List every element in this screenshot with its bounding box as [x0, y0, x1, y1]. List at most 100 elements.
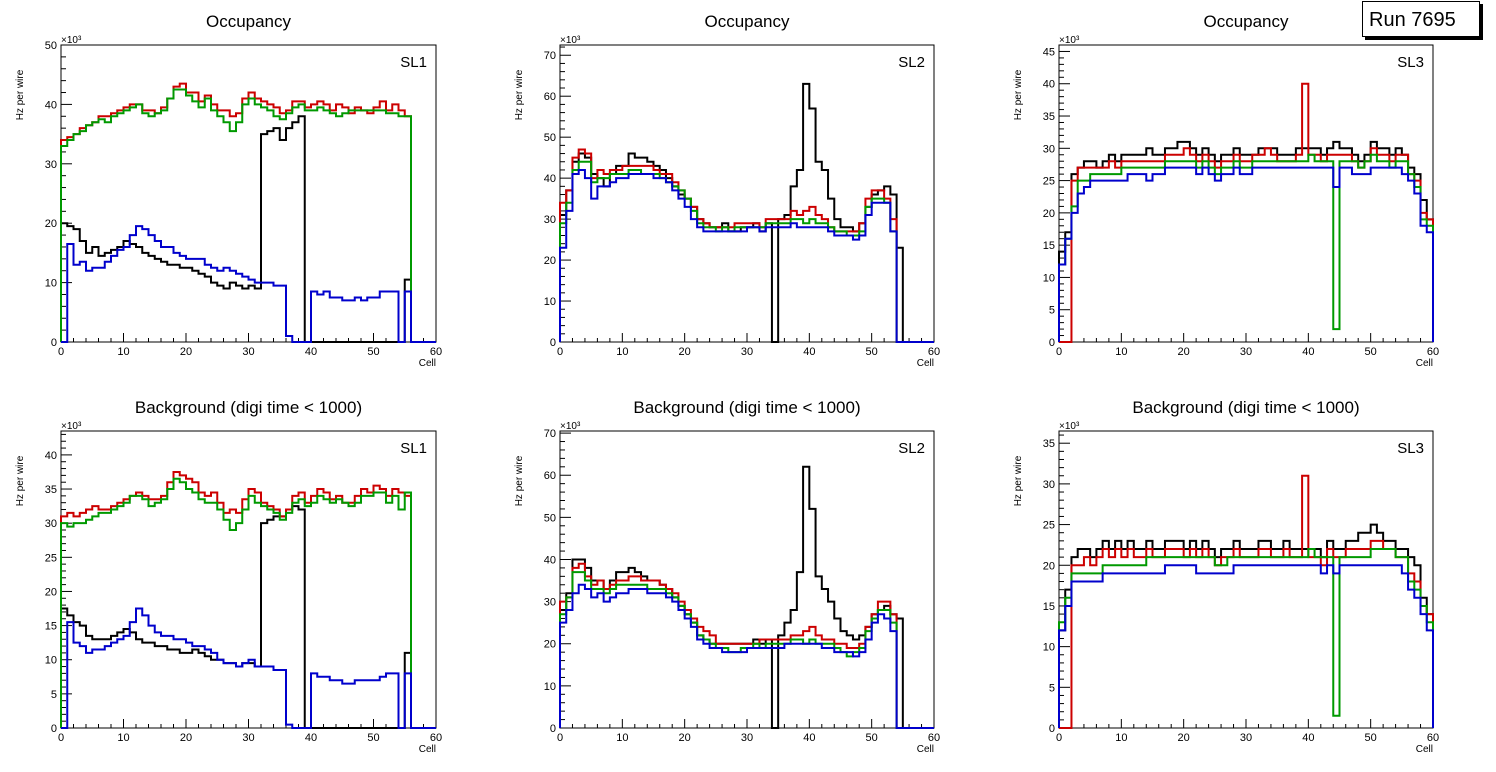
y-tick-label: 0	[51, 337, 57, 349]
y-tick-label: 25	[45, 552, 57, 564]
plot-frame	[1058, 44, 1434, 343]
histogram-series-red	[60, 82, 436, 343]
x-tick-label: 20	[180, 346, 192, 358]
x-tick-label: 40	[803, 346, 815, 358]
histogram-series-red	[1059, 82, 1434, 343]
y-axis-label: Hz per wire	[514, 69, 525, 120]
y-tick-label: 10	[544, 681, 556, 693]
y-multiplier: ×10³	[1059, 35, 1080, 46]
y-tick-label: 10	[45, 278, 57, 290]
x-tick-label: 20	[1178, 732, 1190, 744]
y-tick-label: 40	[1043, 79, 1055, 91]
y-axis-label: Hz per wire	[15, 455, 26, 506]
y-tick-label: 50	[45, 40, 57, 52]
y-tick-label: 10	[45, 655, 57, 667]
y-tick-label: 70	[544, 428, 556, 440]
chart-panel-4: 0 10 20 30 40 50 60 0 5 10 15 20 25 30 35 40 ×10³ Backgro…	[15, 398, 442, 755]
y-tick-label: 60	[544, 470, 556, 482]
y-multiplier: ×10³	[1059, 421, 1080, 432]
histogram-series-blue	[1058, 166, 1434, 342]
chart-title: Occupancy	[206, 12, 292, 31]
y-tick-label: 30	[45, 159, 57, 171]
x-tick-label: 0	[58, 732, 64, 744]
y-tick-label: 5	[1049, 682, 1055, 694]
x-axis-label: Cell	[917, 358, 934, 369]
y-tick-label: 15	[1043, 240, 1055, 252]
x-axis-label: Cell	[419, 744, 436, 755]
y-tick-label: 5	[1049, 305, 1055, 317]
chart-title: Occupancy	[1203, 12, 1289, 31]
run-label: Run 7695	[1369, 9, 1456, 31]
x-tick-label: 50	[1365, 732, 1377, 744]
y-tick-label: 25	[1043, 176, 1055, 188]
y-tick-label: 20	[544, 639, 556, 651]
plot-frame	[1058, 430, 1434, 729]
x-tick-label: 10	[1115, 346, 1127, 358]
y-multiplier: ×10³	[61, 421, 82, 432]
chart-title: Background (digi time < 1000)	[135, 398, 362, 417]
x-tick-label: 30	[242, 732, 254, 744]
x-tick-label: 20	[679, 346, 691, 358]
x-tick-label: 30	[242, 346, 254, 358]
x-tick-label: 40	[305, 346, 317, 358]
y-tick-label: 40	[45, 450, 57, 462]
y-tick-label: 40	[544, 173, 556, 185]
y-tick-label: 40	[45, 99, 57, 111]
y-tick-label: 35	[1043, 111, 1055, 123]
plot-frame	[60, 430, 437, 729]
x-tick-label: 60	[1427, 732, 1439, 744]
y-tick-label: 0	[51, 723, 57, 735]
y-tick-label: 15	[45, 621, 57, 633]
x-tick-label: 60	[928, 346, 940, 358]
histogram-series-green	[559, 160, 934, 343]
histogram-series-blue	[559, 168, 934, 343]
histogram-series-green	[60, 88, 436, 343]
x-tick-label: 10	[117, 732, 129, 744]
x-tick-label: 30	[741, 732, 753, 744]
y-tick-label: 5	[51, 689, 57, 701]
superlayer-label: SL2	[898, 440, 925, 457]
y-tick-label: 30	[1043, 143, 1055, 155]
y-tick-label: 20	[1043, 208, 1055, 220]
histogram-series-blue	[61, 225, 436, 343]
x-tick-label: 30	[1240, 732, 1252, 744]
histogram-series-blue	[559, 583, 934, 729]
x-tick-label: 50	[367, 732, 379, 744]
histogram-series-blue	[1058, 564, 1434, 728]
y-tick-label: 45	[1043, 46, 1055, 58]
chart-panel-2: 0 10 20 30 40 50 60 0 10 20 30 40 50 60 70 ×10³ Occupanc…	[514, 12, 940, 369]
y-tick-label: 15	[1043, 601, 1055, 613]
histogram-series-black	[60, 115, 436, 343]
y-tick-label: 35	[1043, 438, 1055, 450]
x-tick-label: 10	[1115, 732, 1127, 744]
x-tick-label: 40	[1302, 346, 1314, 358]
y-tick-label: 30	[544, 597, 556, 609]
chart-title: Occupancy	[704, 12, 790, 31]
y-tick-label: 0	[1049, 723, 1055, 735]
x-tick-label: 60	[430, 732, 442, 744]
x-axis-label: Cell	[917, 744, 934, 755]
y-axis-label: Hz per wire	[1013, 69, 1024, 120]
x-tick-label: 20	[180, 732, 192, 744]
x-tick-label: 60	[1427, 346, 1439, 358]
superlayer-label: SL3	[1397, 54, 1424, 71]
chart-panel-3: 0 10 20 30 40 50 60 0 5 10 15 20 25 30 35 40 45 ×10³ Occup…	[1013, 12, 1439, 369]
y-tick-label: 0	[550, 723, 556, 735]
histogram-series-green	[60, 477, 436, 729]
superlayer-label: SL3	[1397, 440, 1424, 457]
x-tick-label: 0	[58, 346, 64, 358]
y-multiplier: ×10³	[61, 35, 82, 46]
chart-panel-5: 0 10 20 30 40 50 60 0 10 20 30 40 50 60 70 ×10³ Backgrou…	[514, 398, 940, 755]
y-tick-label: 10	[544, 296, 556, 308]
x-tick-label: 50	[866, 346, 878, 358]
y-tick-label: 10	[1043, 642, 1055, 654]
x-tick-label: 0	[557, 346, 563, 358]
y-tick-label: 50	[544, 132, 556, 144]
x-tick-label: 30	[741, 346, 753, 358]
chart-panel-1: 0 10 20 30 40 50 60 0 10 20 30 40 50 ×10³ Occupancy SL1…	[15, 12, 442, 369]
x-axis-label: Cell	[1416, 358, 1433, 369]
y-tick-label: 50	[544, 512, 556, 524]
x-axis-label: Cell	[1416, 744, 1433, 755]
x-tick-label: 50	[866, 732, 878, 744]
